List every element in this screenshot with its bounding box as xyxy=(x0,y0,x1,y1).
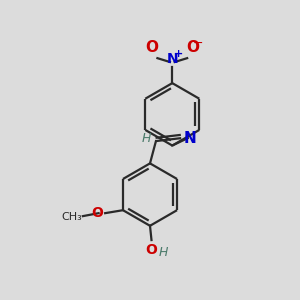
Text: N: N xyxy=(184,130,196,146)
Text: +: + xyxy=(174,49,184,59)
Text: O: O xyxy=(146,243,158,257)
Text: N: N xyxy=(167,52,178,66)
Text: −: − xyxy=(193,37,203,50)
Text: O: O xyxy=(91,206,103,220)
Text: O: O xyxy=(145,40,158,55)
Text: CH₃: CH₃ xyxy=(61,212,82,222)
Text: O: O xyxy=(186,40,199,55)
Text: H: H xyxy=(159,246,168,259)
Text: H: H xyxy=(141,132,151,145)
